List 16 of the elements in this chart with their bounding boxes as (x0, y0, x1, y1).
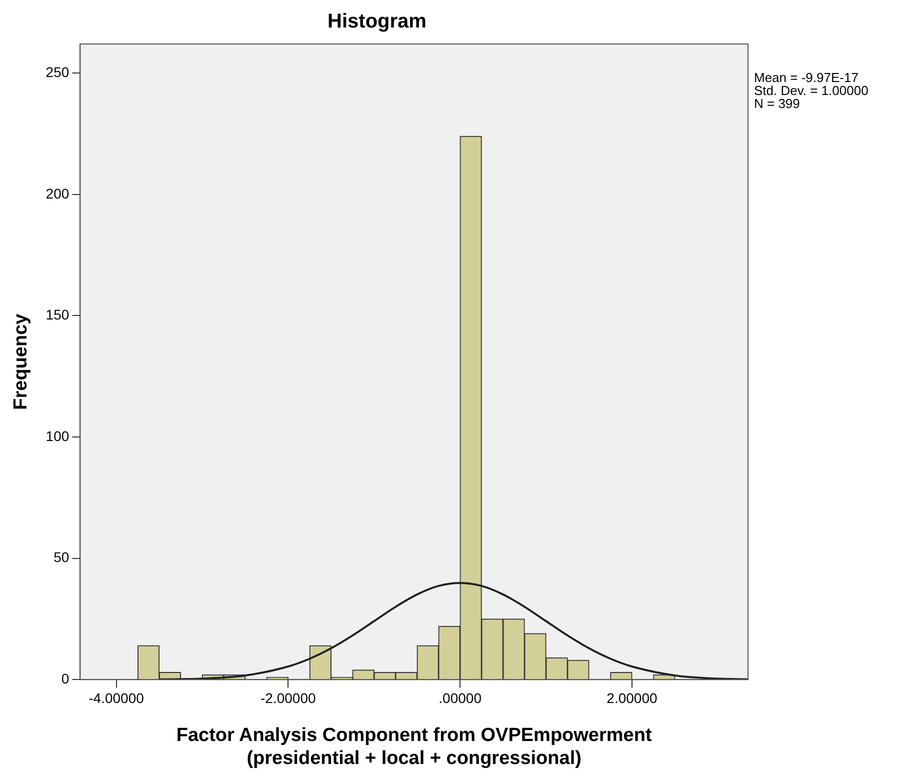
x-axis-title: Factor Analysis Component from OVPEmpowerment (presidential + local + congressional) (176, 725, 652, 769)
y-tick-label: 200 (46, 185, 70, 202)
y-axis-title: Frequency (10, 313, 32, 410)
y-tick-label: 0 (61, 670, 70, 686)
text: Mean = -9.97E-17 (754, 70, 858, 86)
text: Std. Dev. = 1.00000 (754, 83, 868, 98)
y-tick-label: 250 (46, 64, 70, 80)
y-tick-label: 150 (46, 306, 70, 323)
chart-title: Histogram (328, 10, 426, 33)
x-tick-label: .00000 (438, 690, 482, 706)
text: N = 399 (754, 96, 800, 112)
y-tick-label: 50 (54, 549, 70, 566)
x-tick-label: 2.00000 (606, 690, 658, 706)
x-tick-label: -2.00000 (260, 690, 316, 706)
y-tick-label: 100 (46, 428, 70, 444)
x-tick-label: -4.00000 (88, 690, 144, 706)
